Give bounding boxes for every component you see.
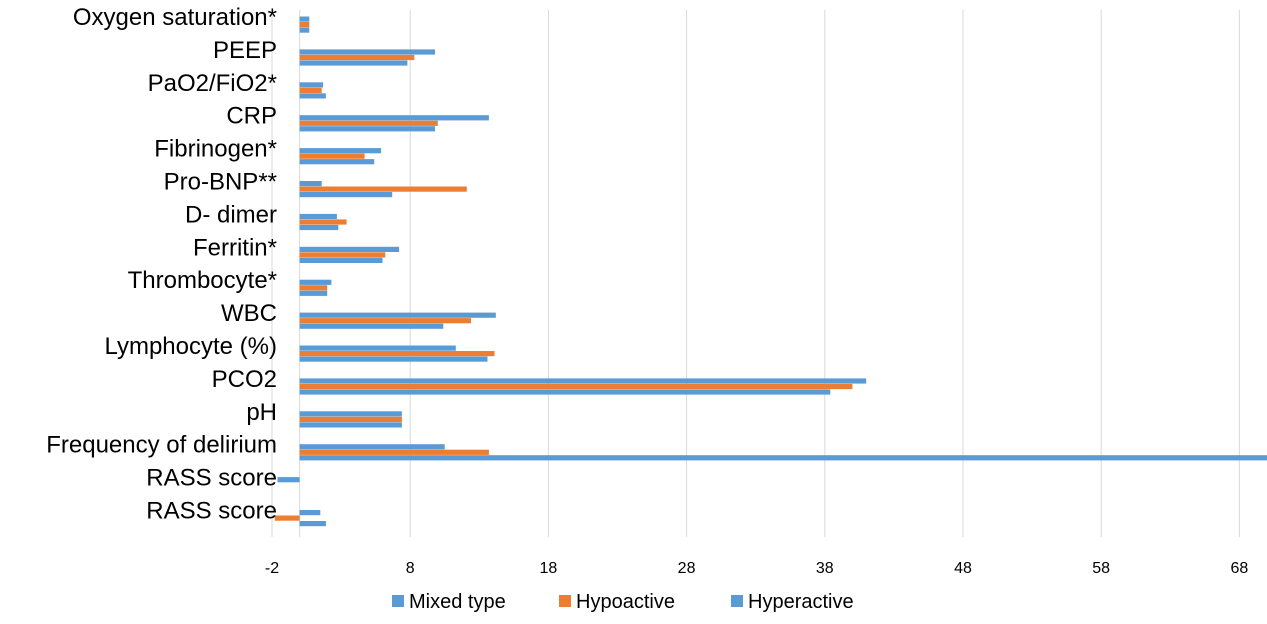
x-tick-label: 58 bbox=[1092, 560, 1110, 577]
bar-hypoactive bbox=[299, 54, 415, 61]
bar-hyperactive bbox=[299, 60, 408, 66]
bar-hypoactive bbox=[299, 87, 322, 93]
legend-swatch bbox=[559, 595, 571, 607]
bar-layer bbox=[274, 16, 1267, 527]
bar-hyperactive bbox=[299, 356, 488, 362]
bar-hyperactive bbox=[299, 323, 444, 329]
bar-mixed-type bbox=[277, 477, 300, 483]
bar-hyperactive bbox=[299, 521, 326, 527]
bar-hyperactive bbox=[299, 455, 1267, 461]
x-tick-label: 18 bbox=[539, 560, 557, 577]
legend-label: Hypoactive bbox=[576, 591, 675, 613]
bar-hypoactive bbox=[299, 383, 853, 390]
bar-hypoactive bbox=[299, 120, 438, 126]
category-label: Thrombocyte* bbox=[128, 267, 277, 294]
bar-mixed-type bbox=[299, 510, 321, 516]
x-tick-label: 68 bbox=[1230, 560, 1248, 577]
category-label: Fibrinogen* bbox=[154, 136, 277, 163]
bar-mixed-type bbox=[299, 279, 332, 285]
x-axis-tick-labels: -2 8 18 28 38 48 58 68 bbox=[265, 560, 1248, 577]
bar-mixed-type bbox=[299, 444, 445, 450]
bar-hyperactive bbox=[299, 192, 393, 198]
bar-hypoactive bbox=[299, 416, 402, 422]
bar-hypoactive bbox=[299, 318, 471, 324]
bar-hypoactive bbox=[299, 153, 365, 159]
bar-hypoactive bbox=[299, 252, 386, 258]
bar-hyperactive bbox=[299, 422, 402, 428]
category-label: RASS score bbox=[146, 465, 277, 492]
bar-hypoactive bbox=[299, 351, 495, 357]
bar-hyperactive bbox=[299, 159, 375, 165]
bar-mixed-type bbox=[299, 16, 310, 22]
bar-hypoactive bbox=[299, 22, 310, 28]
bar-hyperactive bbox=[299, 389, 831, 395]
category-label: PaO2/FiO2* bbox=[148, 70, 277, 97]
category-label: PEEP bbox=[213, 37, 277, 64]
bar-mixed-type bbox=[299, 213, 337, 220]
category-label: Ferritin* bbox=[193, 234, 277, 261]
bar-mixed-type bbox=[299, 115, 489, 121]
bar-hyperactive bbox=[299, 257, 383, 263]
bar-hypoactive bbox=[274, 515, 300, 521]
bar-mixed-type bbox=[299, 246, 400, 252]
x-tick-label: 38 bbox=[816, 560, 834, 577]
category-label: D- dimer bbox=[185, 201, 277, 228]
bar-hyperactive bbox=[299, 93, 326, 99]
category-label: Lymphocyte (%) bbox=[105, 333, 278, 360]
bar-hyperactive bbox=[299, 224, 339, 231]
bar-mixed-type bbox=[299, 411, 402, 417]
category-labels: Oxygen saturation* PEEP PaO2/FiO2* CRP Fibri… bbox=[46, 4, 277, 525]
category-label: CRP bbox=[226, 103, 277, 130]
category-label: Frequency of delirium bbox=[46, 432, 277, 459]
legend-swatch bbox=[731, 595, 743, 607]
bar-mixed-type bbox=[299, 148, 382, 154]
bar-hyperactive bbox=[299, 27, 310, 33]
bar-hypoactive bbox=[299, 186, 467, 192]
x-tick-label: 28 bbox=[678, 560, 696, 577]
legend-label: Mixed type bbox=[409, 591, 506, 613]
category-label: PCO2 bbox=[212, 366, 277, 393]
bar-mixed-type bbox=[299, 378, 867, 384]
category-label: pH bbox=[246, 399, 277, 426]
legend-swatch bbox=[392, 595, 404, 607]
bar-mixed-type bbox=[299, 49, 435, 55]
legend-label: Hyperactive bbox=[748, 591, 854, 613]
bar-hyperactive bbox=[299, 290, 328, 296]
bar-mixed-type bbox=[299, 181, 322, 187]
bar-hyperactive bbox=[299, 126, 435, 132]
x-tick-label: 48 bbox=[954, 560, 972, 577]
bar-mixed-type bbox=[299, 312, 496, 318]
legend: Mixed type Hypoactive Hyperactive bbox=[392, 591, 854, 613]
bar-hypoactive bbox=[299, 219, 347, 225]
category-label: WBC bbox=[221, 300, 277, 327]
bar-mixed-type bbox=[299, 345, 456, 351]
category-label: Oxygen saturation* bbox=[73, 4, 277, 31]
bar-hypoactive bbox=[299, 449, 489, 455]
x-tick-label: 8 bbox=[406, 560, 415, 577]
category-label: RASS score bbox=[146, 498, 277, 525]
bar-hypoactive bbox=[299, 285, 328, 291]
bar-mixed-type bbox=[299, 82, 324, 88]
grid-layer bbox=[271, 10, 1240, 537]
x-tick-label: -2 bbox=[265, 560, 279, 577]
category-label: Pro-BNP** bbox=[164, 169, 277, 196]
